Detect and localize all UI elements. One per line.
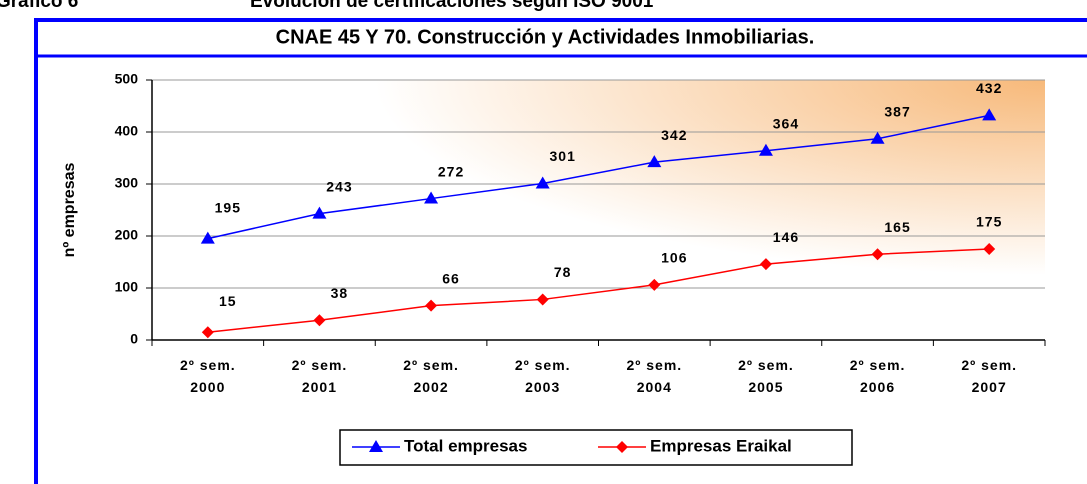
data-label: 165 xyxy=(884,219,910,235)
y-tick-label: 500 xyxy=(115,71,139,87)
plot-area xyxy=(152,80,1045,340)
y-tick-label: 300 xyxy=(115,175,139,191)
marker xyxy=(982,108,997,121)
marker xyxy=(870,131,885,144)
legend xyxy=(339,429,853,466)
data-label: 66 xyxy=(442,270,460,286)
marker xyxy=(200,231,215,244)
data-label: 195 xyxy=(215,199,241,215)
legend-label: Empresas Eraikal xyxy=(650,436,792,455)
data-label: 243 xyxy=(326,178,352,194)
marker xyxy=(648,278,661,291)
series-line xyxy=(207,248,990,333)
data-label: 146 xyxy=(773,229,799,245)
chart-title: CNAE 45 Y 70. Construcción y Actividades… xyxy=(276,26,815,48)
y-tick-label: 400 xyxy=(115,123,139,139)
marker xyxy=(536,293,549,306)
data-label: 342 xyxy=(661,127,687,143)
marker xyxy=(647,155,662,168)
x-tick-label: 2º sem. 2005 xyxy=(738,357,794,395)
marker xyxy=(313,314,326,327)
marker xyxy=(424,191,439,204)
x-tick-label: 2º sem. 2001 xyxy=(291,357,348,395)
header-label: Gráfico 6 xyxy=(0,0,78,12)
y-tick-label: 200 xyxy=(115,227,139,243)
x-tick-label: 2º sem. 2004 xyxy=(626,357,683,395)
marker xyxy=(983,243,996,255)
frame xyxy=(34,18,1087,484)
marker xyxy=(871,248,884,261)
marker xyxy=(201,326,214,339)
legend-label: Total empresas xyxy=(404,436,527,455)
data-label: 175 xyxy=(976,214,1002,230)
y-tick-label: 100 xyxy=(115,279,139,295)
data-label: 38 xyxy=(331,285,349,301)
data-label: 272 xyxy=(438,163,464,179)
data-label: 364 xyxy=(773,115,799,131)
marker xyxy=(616,441,628,453)
marker xyxy=(758,143,773,156)
data-label: 301 xyxy=(550,148,576,164)
data-label: 78 xyxy=(554,264,572,280)
series-line xyxy=(207,114,990,240)
marker xyxy=(535,176,550,189)
x-tick-label: 2º sem. 2003 xyxy=(514,357,571,395)
marker xyxy=(312,206,327,219)
data-label: 432 xyxy=(976,80,1002,96)
x-tick-label: 2º sem. 2007 xyxy=(961,357,1018,395)
y-axis-label: nº empresas xyxy=(61,163,78,258)
x-tick-label: 2º sem. 2002 xyxy=(403,357,459,395)
data-label: 15 xyxy=(219,293,237,309)
header-title: Evolución de certificaciones según ISO 9… xyxy=(250,0,654,12)
marker xyxy=(369,440,383,452)
x-tick-label: 2º sem. 2006 xyxy=(849,357,906,395)
x-tick-label: 2º sem. 2000 xyxy=(179,357,236,395)
y-tick-label: 0 xyxy=(130,331,138,347)
marker xyxy=(425,299,438,312)
data-label: 106 xyxy=(661,250,687,266)
marker xyxy=(759,258,772,271)
data-label: 387 xyxy=(884,103,910,119)
